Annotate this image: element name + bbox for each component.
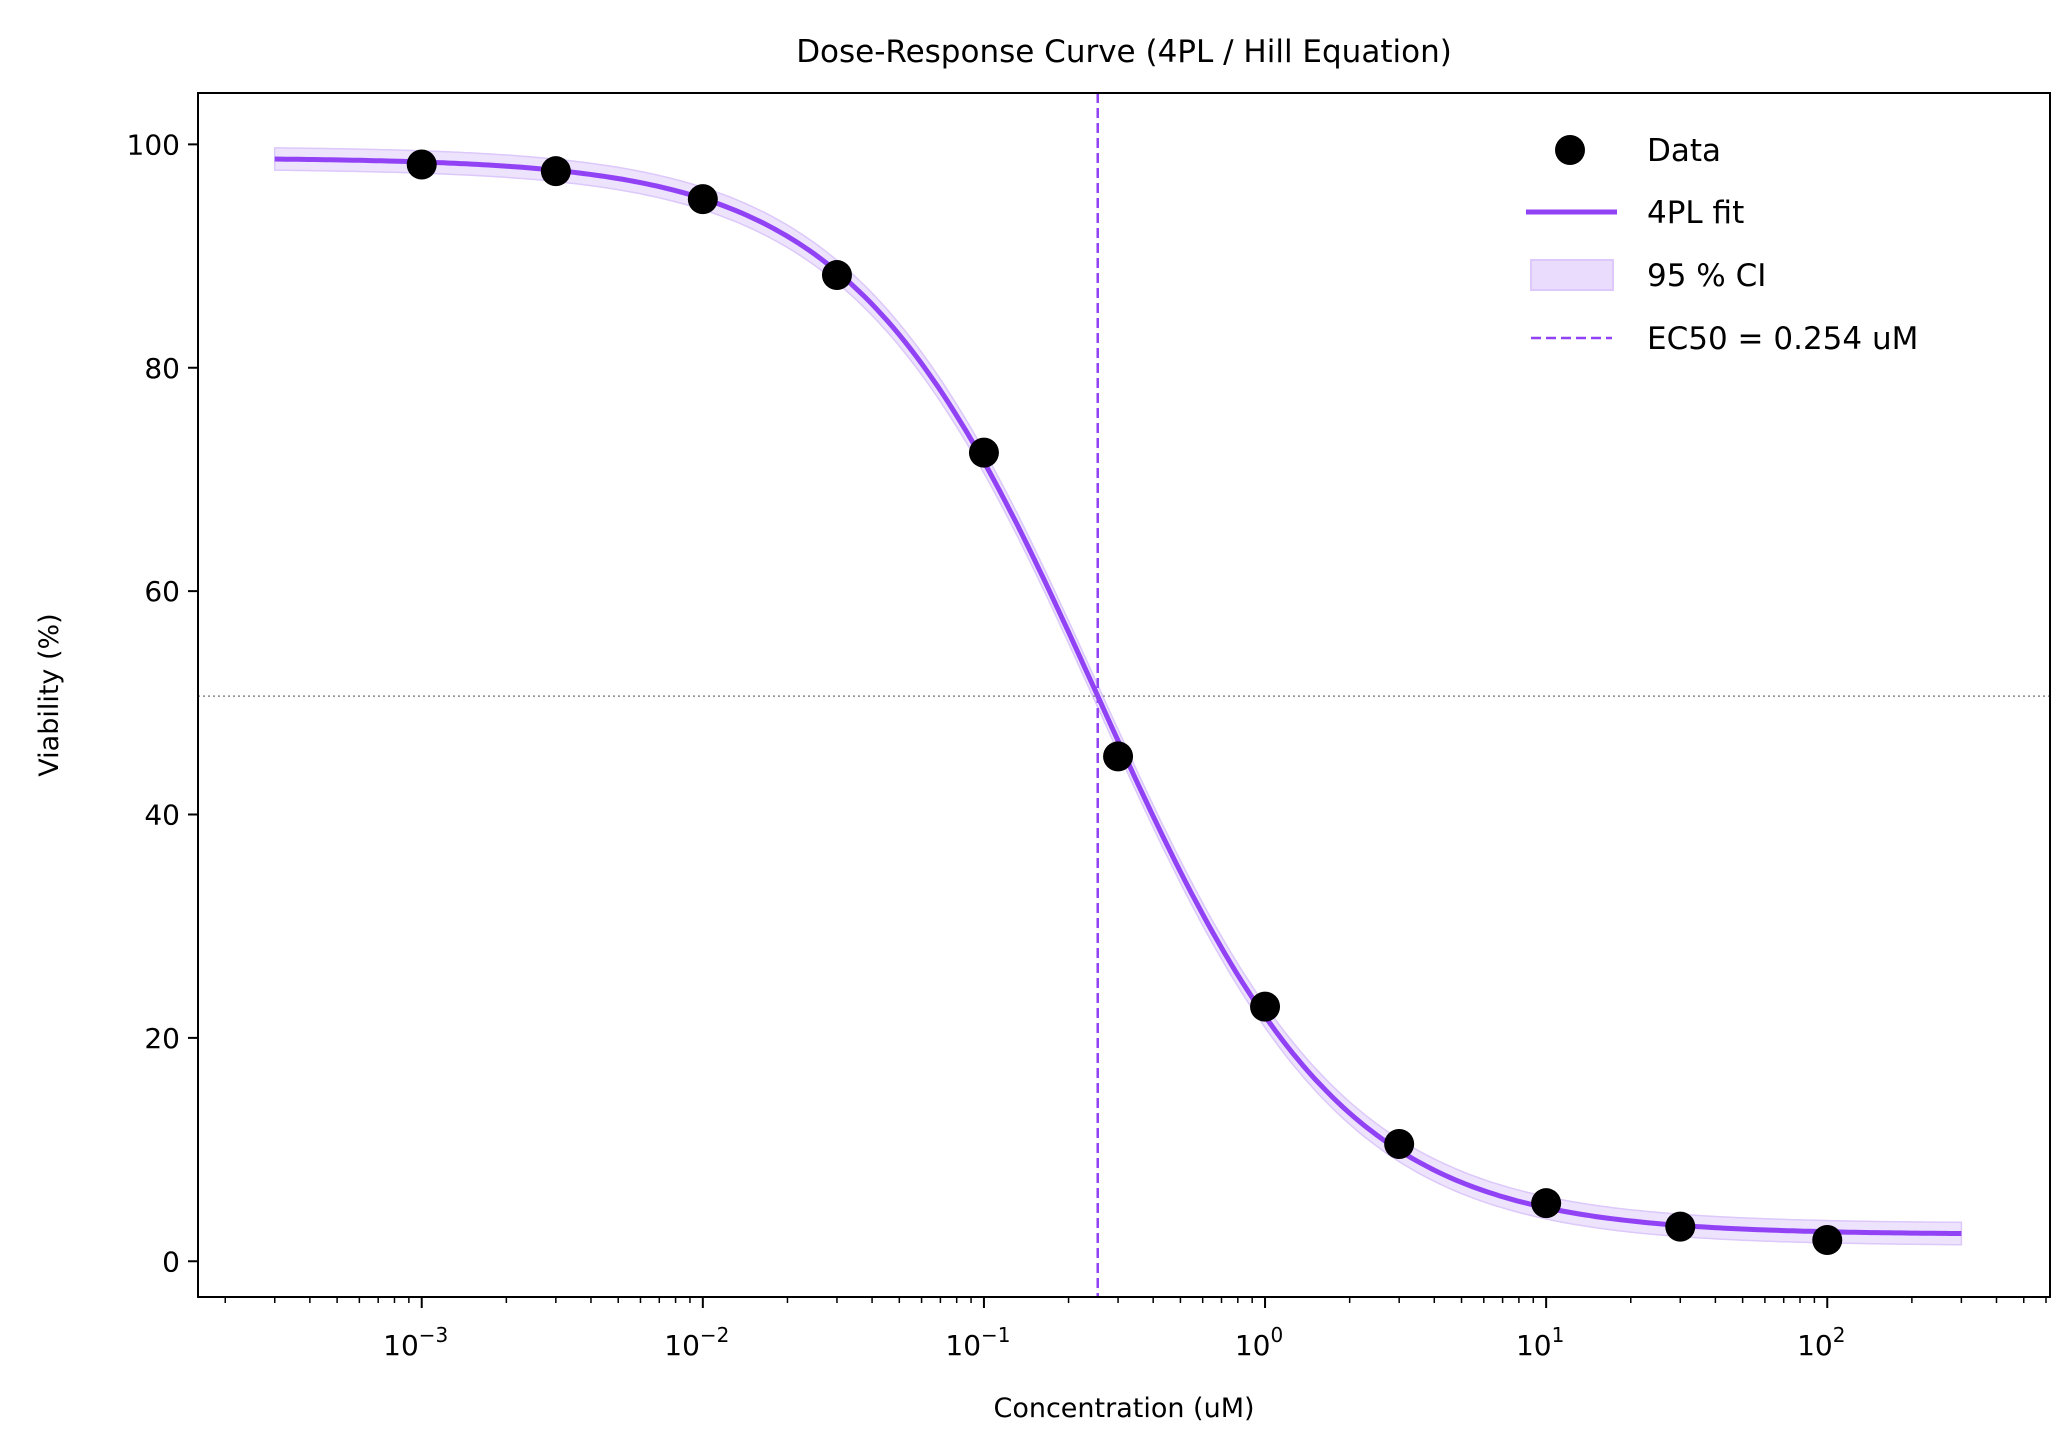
legend-label: EC50 = 0.254 uM [1647, 321, 1918, 357]
data-point [406, 149, 437, 180]
y-tick-label: 0 [162, 1245, 180, 1278]
data-point [1665, 1211, 1696, 1242]
legend-marker-data [1555, 135, 1585, 165]
x-tick-label: 102 [1797, 1323, 1845, 1362]
data-point [821, 260, 852, 291]
data-point [968, 437, 999, 468]
data-point [1384, 1128, 1415, 1159]
legend-patch-ci [1530, 259, 1614, 291]
y-tick-label: 80 [144, 352, 180, 385]
plot-area [198, 93, 2050, 1297]
x-axis-label: Concentration (uM) [993, 1393, 1254, 1424]
chart-title: Dose-Response Curve (4PL / Hill Equation… [796, 34, 1452, 70]
y-tick-label: 100 [127, 128, 180, 161]
y-tick-label: 20 [144, 1022, 180, 1055]
x-tick-label: 100 [1235, 1323, 1283, 1362]
data-point [1250, 991, 1281, 1022]
legend: Data 4PL fit 95 % CI EC50 = 0.254 uM [1526, 133, 1918, 357]
data-point [540, 156, 571, 187]
data-point [1531, 1188, 1562, 1219]
x-tick-label: 10−1 [945, 1323, 1010, 1362]
legend-label: 4PL fit [1647, 195, 1744, 231]
x-tick-label: 10−3 [383, 1323, 448, 1362]
y-tick-label: 60 [144, 575, 180, 608]
legend-label: Data [1647, 133, 1721, 169]
x-tick-label: 101 [1516, 1323, 1564, 1362]
axes: 10−3 10−2 10−1 100 101 102 0 20 40 60 80 100 [127, 92, 2051, 1362]
y-tick-label: 40 [144, 799, 180, 832]
legend-label: 95 % CI [1647, 258, 1766, 294]
y-axis-label: Viability (%) [34, 613, 65, 776]
axes-frame [197, 92, 2051, 1298]
data-point [687, 184, 718, 215]
x-tick-label: 10−2 [664, 1323, 729, 1362]
data-point [1812, 1225, 1843, 1256]
data-point [1103, 741, 1134, 772]
